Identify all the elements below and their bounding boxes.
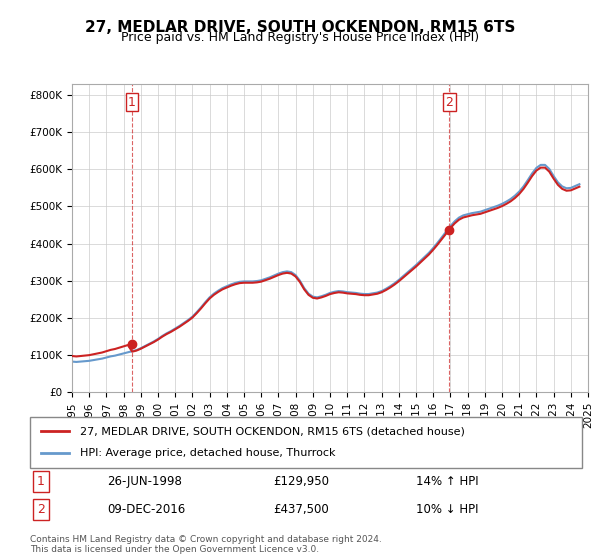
Text: 09-DEC-2016: 09-DEC-2016: [107, 503, 185, 516]
Text: £437,500: £437,500: [273, 503, 329, 516]
Text: 2: 2: [37, 503, 45, 516]
Text: 14% ↑ HPI: 14% ↑ HPI: [416, 475, 479, 488]
Text: 1: 1: [128, 96, 136, 109]
Text: 27, MEDLAR DRIVE, SOUTH OCKENDON, RM15 6TS: 27, MEDLAR DRIVE, SOUTH OCKENDON, RM15 6…: [85, 20, 515, 35]
Text: 26-JUN-1998: 26-JUN-1998: [107, 475, 182, 488]
FancyBboxPatch shape: [30, 417, 582, 468]
Text: 10% ↓ HPI: 10% ↓ HPI: [416, 503, 479, 516]
Text: 1: 1: [37, 475, 45, 488]
Text: Contains HM Land Registry data © Crown copyright and database right 2024.
This d: Contains HM Land Registry data © Crown c…: [30, 535, 382, 554]
Text: Price paid vs. HM Land Registry's House Price Index (HPI): Price paid vs. HM Land Registry's House …: [121, 31, 479, 44]
Text: 27, MEDLAR DRIVE, SOUTH OCKENDON, RM15 6TS (detached house): 27, MEDLAR DRIVE, SOUTH OCKENDON, RM15 6…: [80, 426, 464, 436]
Text: 2: 2: [445, 96, 453, 109]
Text: £129,950: £129,950: [273, 475, 329, 488]
Text: HPI: Average price, detached house, Thurrock: HPI: Average price, detached house, Thur…: [80, 449, 335, 459]
